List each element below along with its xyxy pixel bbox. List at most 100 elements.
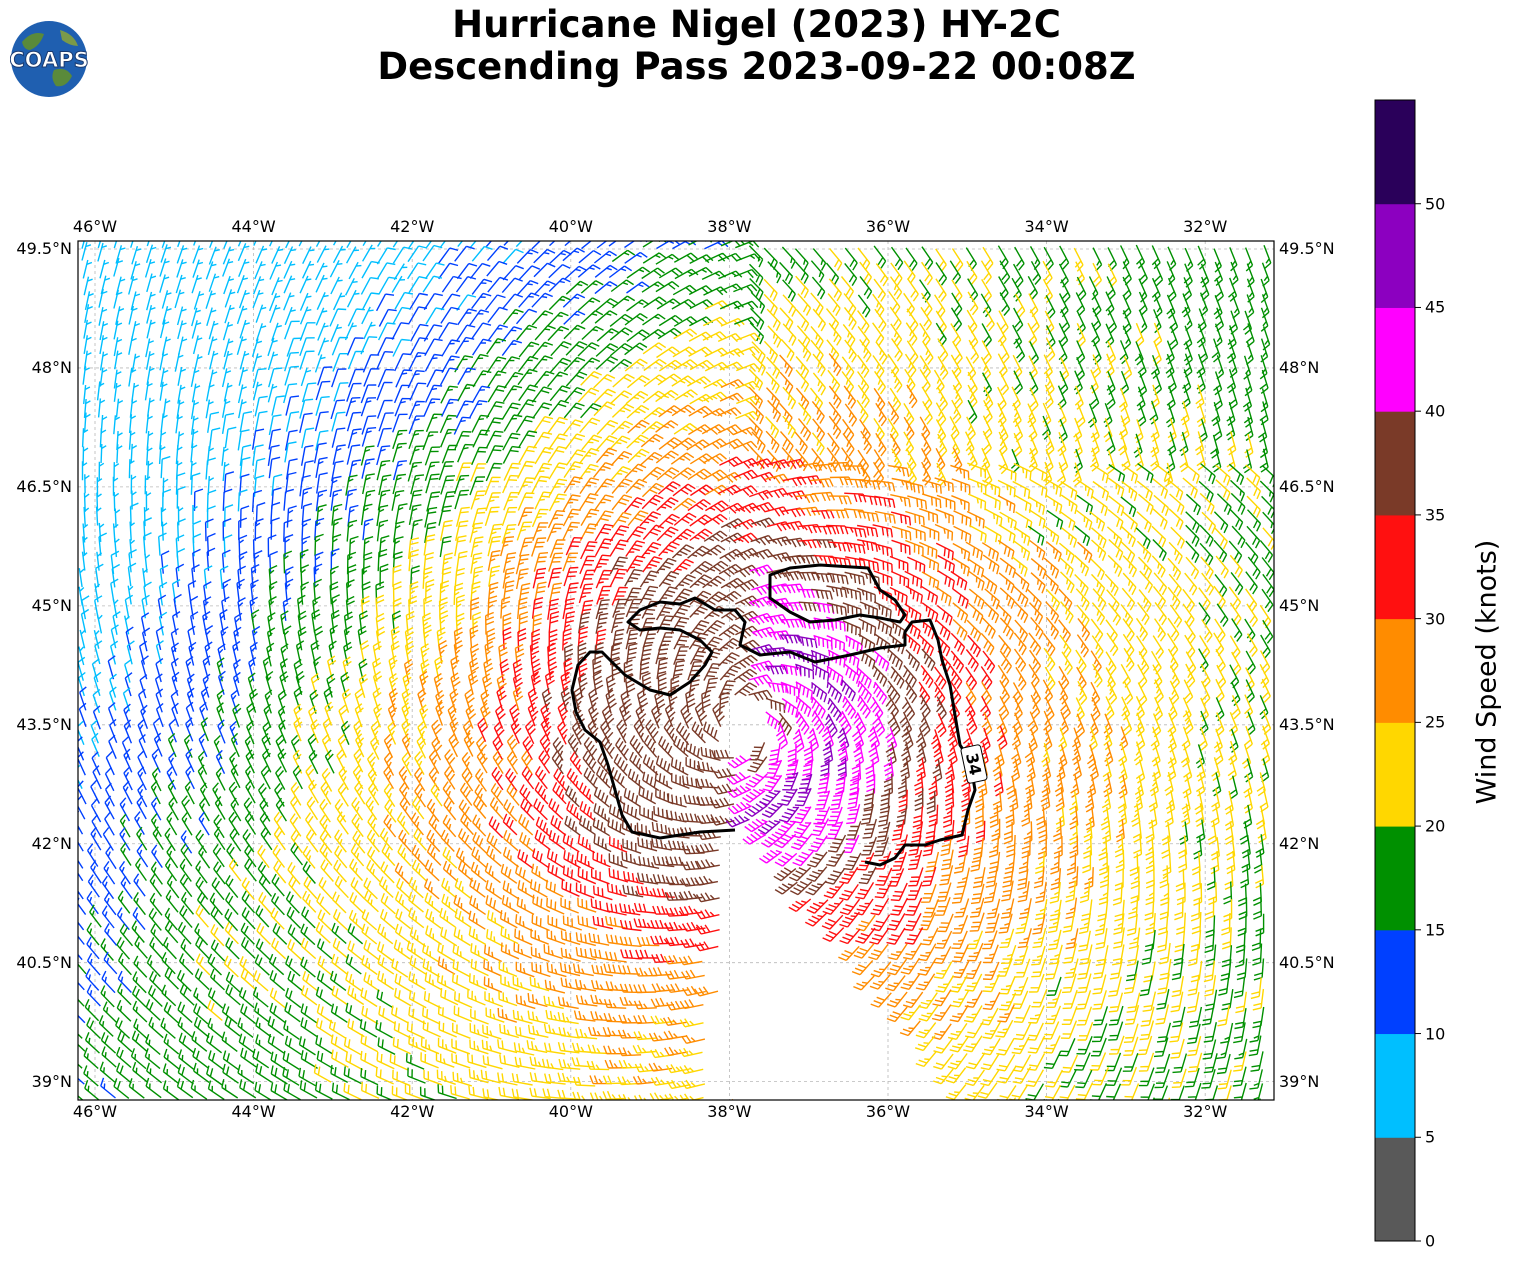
wind-barb [301,460,314,482]
wind-barb [301,260,315,279]
wind-barb [127,562,137,587]
wind-barb [151,844,163,868]
wind-barb [1121,463,1139,484]
wind-barb [352,830,366,854]
wind-barb [424,461,440,482]
wind-barb [92,705,101,730]
wind-barb [376,460,391,481]
wind-barb [1122,276,1132,301]
wind-barb [1043,572,1059,595]
wind-barb [652,873,675,885]
wind-barb [702,575,726,589]
wind-barb [1060,309,1071,334]
wind-barb [184,780,195,805]
wind-barb [1041,742,1051,768]
wind-barb [575,1028,598,1040]
wind-barb [136,826,148,851]
wind-barb [1182,588,1195,612]
wind-barb [1167,712,1177,737]
wind-barb [378,276,398,295]
wind-barb [441,893,458,915]
wind-barb [594,538,614,557]
wind-barb [1127,897,1139,920]
wind-barb [828,834,847,853]
wind-barb [795,448,809,472]
wind-barb [905,247,918,271]
wind-barb [1098,882,1109,905]
wind-barb [596,328,620,342]
wind-barb [115,1017,131,1039]
wind-barb [267,534,277,558]
wind-barb [1091,696,1101,722]
wind-barb [270,907,285,930]
wind-barb [485,492,501,512]
wind-barb [83,385,91,405]
wind-barb [1105,323,1115,348]
wind-barb [689,528,713,542]
wind-barb [935,696,947,721]
wind-barb [1122,572,1137,596]
wind-barb [524,720,536,745]
wind-barb [78,568,85,588]
wind-barb [290,795,302,819]
wind-barb [161,951,176,975]
wind-barb [407,262,427,280]
wind-barb [343,641,353,666]
wind-barb [268,580,278,605]
wind-barb [624,251,648,264]
wind-barb [638,856,660,869]
wind-barb [845,478,868,489]
wind-barb [502,432,521,451]
wind-barb [224,304,235,324]
wind-barb [1246,278,1255,303]
wind-barb [931,1023,952,1040]
wind-barb [1245,571,1258,595]
wind-barb [223,338,234,358]
wind-barb [178,953,194,976]
wind-barb [627,510,649,527]
wind-barb [540,703,551,728]
wind-barb [823,882,845,899]
wind-barb [331,336,349,356]
wind-barb [376,262,396,280]
wind-barb [968,446,978,471]
wind-barb [665,983,690,993]
wind-barb [452,959,471,978]
wind-barb [531,241,541,250]
wind-barb [155,658,164,683]
wind-barb [116,1062,132,1084]
wind-barb [78,952,87,975]
wind-barb [1213,539,1228,563]
wind-barb [315,1035,333,1055]
wind-barb [516,460,535,479]
wind-barb [190,400,199,420]
wind-barb [284,1002,301,1023]
wind-barb [146,954,161,978]
wind-barb [674,389,698,401]
wind-barb [826,447,840,471]
wind-barb [185,701,194,727]
wind-barb [651,838,673,851]
wind-barb [160,550,170,574]
wind-barb [998,310,1009,335]
wind-barb [1204,930,1215,954]
wind-barb [300,1017,318,1037]
wind-barb [934,523,954,541]
wind-barb [517,597,528,620]
wind-barb [379,827,394,851]
wind-barb [926,791,936,815]
wind-barb [363,890,379,913]
wind-barb [844,403,858,427]
wind-barb [1107,1099,1109,1100]
wind-barb [472,338,492,356]
wind-barb [485,401,505,419]
wind-barb [1261,495,1274,519]
wind-barb [510,719,522,744]
wind-barb [363,877,378,900]
wind-barb [331,368,347,388]
wind-barb [617,1029,641,1039]
wind-barb [1243,403,1254,428]
wind-barb [78,1043,86,1052]
wind-barb [671,375,696,387]
wind-barb [657,672,667,696]
